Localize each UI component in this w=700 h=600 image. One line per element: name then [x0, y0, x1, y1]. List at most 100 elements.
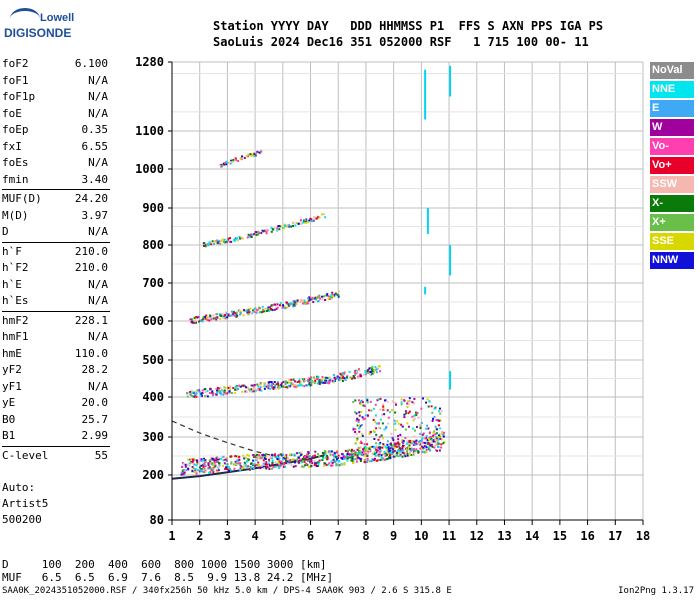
echo-point: [330, 295, 333, 298]
echo-point: [274, 303, 277, 306]
echo-point: [239, 464, 242, 466]
echo-point: [240, 310, 243, 313]
echo-point: [195, 315, 198, 318]
echo-point: [318, 455, 321, 458]
echo-point: [193, 319, 196, 322]
echo-points: [180, 65, 452, 476]
echo-point: [240, 467, 243, 470]
echo-point: [223, 386, 226, 389]
echo-point: [296, 299, 299, 302]
echo-point: [276, 227, 279, 230]
echo-point: [288, 225, 291, 228]
echo-point: [343, 373, 346, 376]
echo-point: [234, 238, 237, 241]
echo-point: [195, 395, 198, 398]
echo-point: [360, 410, 363, 413]
echo-point: [265, 229, 268, 232]
x-tick-label: 8: [362, 529, 369, 543]
echo-point: [191, 461, 194, 463]
echo-point: [367, 452, 369, 455]
echo-point: [284, 307, 287, 310]
echo-point: [204, 459, 207, 461]
echo-point: [389, 454, 391, 457]
param-name: B1: [2, 429, 16, 442]
echo-point: [381, 457, 384, 460]
echo-point: [396, 420, 399, 423]
echo-point: [239, 469, 242, 472]
echo-point: [229, 159, 232, 162]
echo-point: [261, 305, 264, 308]
echo-point: [202, 242, 205, 244]
echo-point: [204, 465, 207, 468]
echo-point: [413, 440, 416, 443]
echo-point: [239, 312, 242, 315]
echo-point: [207, 464, 210, 467]
echo-point: [217, 241, 220, 244]
echo-point: [188, 319, 191, 322]
echo-point: [363, 458, 366, 461]
echo-point: [218, 240, 221, 243]
muf-row: MUF 6.5 6.5 6.9 7.6 8.5 9.9 13.8 24.2 [M…: [2, 571, 334, 584]
autoscaling-info: Auto: Artist5 500200: [2, 480, 48, 528]
echo-point: [266, 229, 269, 232]
echo-point: [222, 240, 225, 243]
echo-point: [370, 460, 373, 463]
echo-point: [209, 388, 212, 391]
echo-point: [180, 471, 183, 474]
echo-point: [373, 451, 376, 454]
echo-point: [326, 454, 328, 457]
echo-point: [264, 307, 267, 310]
echo-point: [407, 403, 410, 406]
echo-point: [268, 458, 271, 461]
echo-point: [209, 462, 212, 465]
echo-point: [378, 455, 381, 458]
y-tick-label: 800: [142, 238, 164, 252]
echo-point: [212, 464, 215, 467]
echo-point: [352, 428, 355, 431]
echo-point: [182, 469, 185, 471]
echo-point: [381, 446, 384, 449]
echo-point: [203, 463, 206, 466]
echo-point: [209, 461, 211, 463]
echo-point: [209, 471, 212, 473]
echo-point: [355, 452, 358, 454]
echo-point: [299, 381, 302, 384]
echo-point: [341, 453, 344, 455]
echo-point: [206, 243, 209, 246]
chart-grid: [171, 61, 644, 521]
echo-point: [229, 388, 231, 391]
echo-point: [204, 388, 207, 390]
echo-point: [276, 456, 279, 458]
echo-point: [362, 451, 365, 454]
echo-point: [413, 397, 416, 400]
echo-point: [375, 368, 378, 371]
echo-point: [200, 394, 203, 397]
echo-point: [413, 449, 416, 452]
chart-axes: 1 2 3 4 5 6 7 8 9 10 11 12 13 14 15 16 17 188020030040050…: [135, 55, 650, 543]
echo-point: [238, 384, 241, 387]
echo-point: [277, 383, 280, 386]
echo-point: [366, 443, 369, 446]
echo-point: [274, 452, 276, 455]
echo-point: [196, 462, 199, 465]
echo-point: [396, 442, 399, 445]
echo-point: [415, 413, 418, 416]
echo-point: [294, 380, 297, 383]
echo-point: [276, 306, 279, 309]
echo-point: [369, 431, 372, 434]
echo-point: [354, 374, 357, 377]
echo-point: [263, 385, 266, 388]
echo-point: [210, 468, 213, 471]
echo-point: [359, 446, 362, 449]
echo-point: [284, 383, 287, 385]
echo-point: [243, 464, 246, 467]
polarization-legend: NoVal NNE E W Vo- Vo+ SSW X- X+ SSE NNW: [650, 62, 694, 271]
param-name: yF1: [2, 379, 22, 393]
echo-point: [271, 453, 274, 456]
echo-point: [406, 440, 409, 443]
echo-point: [336, 375, 339, 378]
echo-point: [377, 446, 380, 449]
echo-point: [382, 405, 385, 408]
echo-point: [300, 453, 303, 456]
echo-point: [364, 451, 367, 454]
